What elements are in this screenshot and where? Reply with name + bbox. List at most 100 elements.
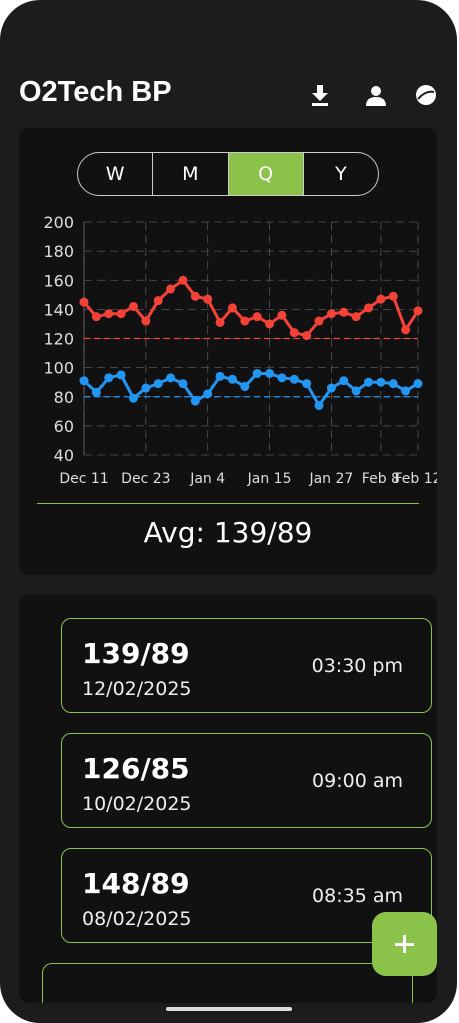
record-card[interactable]: 148/89 08/02/2025 08:35 am: [61, 848, 432, 943]
date: 08/02/2025: [82, 908, 192, 930]
point: [351, 312, 361, 322]
point: [314, 316, 324, 326]
x-tick-label: Jan 4: [189, 471, 225, 487]
y-tick-label: 100: [43, 359, 74, 378]
point: [166, 284, 176, 294]
series-line: [82, 371, 419, 409]
point: [166, 373, 176, 383]
plus-icon: [395, 935, 414, 953]
time: 08:35 am: [312, 885, 403, 907]
date: 10/02/2025: [82, 793, 192, 815]
point: [339, 307, 349, 317]
point: [326, 309, 336, 319]
average: Avg: 139/89: [143, 516, 313, 549]
time: 03:30 pm: [311, 655, 403, 677]
point: [277, 310, 287, 320]
point: [203, 294, 213, 304]
point: [302, 331, 312, 341]
point: [265, 319, 275, 329]
y-tick-label: 180: [43, 242, 74, 261]
chart: 40 60 80 100 120 140 160 180 200 Dec 11 Dec 23 Jan …: [43, 213, 437, 487]
point: [116, 309, 126, 319]
app-title: O2Tech BP: [19, 76, 172, 108]
range-option[interactable]: Y: [302, 153, 378, 195]
point: [265, 368, 275, 378]
point: [302, 379, 312, 389]
record-card[interactable]: 139/89 12/02/2025 03:30 pm: [61, 618, 432, 713]
divider: [37, 503, 419, 504]
point: [314, 400, 324, 410]
reading: 139/89: [82, 637, 190, 670]
profile-icon[interactable]: [366, 86, 386, 106]
point: [153, 379, 163, 389]
range-option[interactable]: M: [152, 153, 227, 195]
theme-icon[interactable]: [416, 85, 436, 105]
point: [277, 373, 287, 383]
point: [141, 316, 151, 326]
y-tick-label: 160: [43, 271, 74, 290]
point: [289, 328, 299, 338]
x-tick-label: Jan 15: [247, 471, 292, 487]
home-indicator: [166, 1007, 292, 1011]
point: [413, 379, 423, 389]
x-tick-label: Jan 27: [308, 471, 353, 487]
point: [413, 306, 423, 316]
point: [240, 382, 250, 392]
point: [289, 374, 299, 384]
record-card[interactable]: [42, 963, 413, 1003]
point: [339, 376, 349, 386]
point: [116, 370, 126, 380]
point: [190, 291, 200, 301]
point: [364, 303, 374, 313]
point: [178, 379, 188, 389]
y-tick-label: 80: [54, 388, 74, 407]
point: [227, 374, 237, 384]
chart-card: [19, 128, 437, 575]
point: [128, 393, 138, 403]
point: [252, 368, 262, 378]
time: 09:00 am: [312, 770, 403, 792]
point: [388, 379, 398, 389]
point: [141, 383, 151, 393]
x-tick-label: Feb 8: [362, 471, 400, 487]
y-tick-label: 40: [54, 446, 74, 465]
point: [364, 377, 374, 387]
x-tick-label: Feb 12: [394, 471, 437, 487]
y-tick-label: 200: [43, 213, 74, 232]
y-tick-label: 60: [54, 417, 74, 436]
point: [376, 294, 386, 304]
y-tick-label: 140: [43, 300, 74, 319]
point: [190, 396, 200, 406]
y-tick-label: 120: [43, 330, 74, 349]
point: [388, 291, 398, 301]
add-button[interactable]: [372, 912, 437, 976]
x-tick-label: Dec 23: [121, 471, 170, 487]
point: [376, 377, 386, 387]
point: [79, 376, 89, 386]
toolbar-icons: [312, 85, 436, 106]
reading: 148/89: [82, 867, 190, 900]
point: [203, 389, 213, 399]
download-icon[interactable]: [312, 85, 328, 106]
point: [227, 303, 237, 313]
date: 12/02/2025: [82, 678, 192, 700]
point: [401, 325, 411, 335]
point: [351, 386, 361, 396]
point: [215, 317, 225, 327]
point: [104, 309, 114, 319]
range-option[interactable]: Q: [227, 153, 303, 195]
point: [326, 383, 336, 393]
point: [178, 275, 188, 285]
point: [240, 316, 250, 326]
range-option[interactable]: W: [105, 163, 125, 185]
point: [401, 386, 411, 396]
x-tick-label: Dec 11: [59, 471, 108, 487]
point: [128, 301, 138, 311]
record-card[interactable]: 126/85 10/02/2025 09:00 am: [61, 733, 432, 828]
point: [215, 371, 225, 381]
point: [79, 297, 89, 307]
point: [104, 373, 114, 383]
